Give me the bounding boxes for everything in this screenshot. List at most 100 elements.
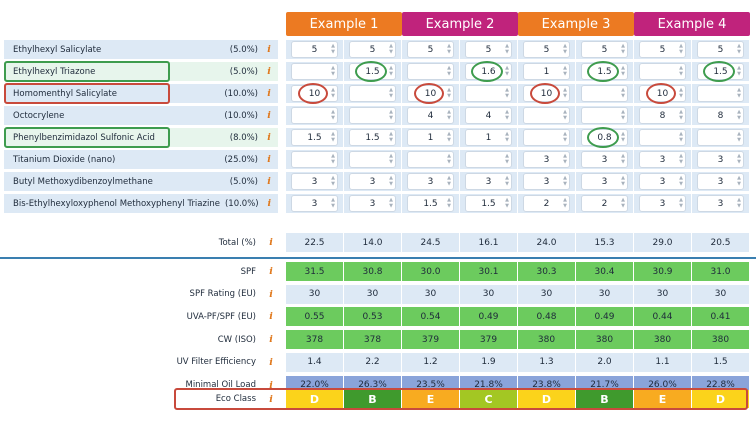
info-icon[interactable]: i xyxy=(267,176,271,187)
stepper-arrows-icon[interactable]: ▲ ▼ xyxy=(447,175,451,187)
concentration-input[interactable]: 8 ▲ ▼ xyxy=(639,107,686,124)
info-icon[interactable]: i xyxy=(269,379,273,391)
info-icon[interactable]: i xyxy=(269,393,273,405)
concentration-input[interactable]: ▲ ▼ xyxy=(349,151,396,168)
stepper-arrows-icon[interactable]: ▲ ▼ xyxy=(563,109,567,121)
stepper-arrows-icon[interactable]: ▲ ▼ xyxy=(331,131,335,143)
stepper-arrows-icon[interactable]: ▲ ▼ xyxy=(505,175,509,187)
stepper-arrows-icon[interactable]: ▲ ▼ xyxy=(621,131,625,143)
concentration-input[interactable]: 1 ▲ ▼ xyxy=(465,129,512,146)
concentration-input[interactable]: 4 ▲ ▼ xyxy=(407,107,454,124)
stepper-arrows-icon[interactable]: ▲ ▼ xyxy=(563,197,567,209)
concentration-input[interactable]: 2 ▲ ▼ xyxy=(581,195,628,212)
concentration-input[interactable]: 5 ▲ ▼ xyxy=(465,41,512,58)
stepper-arrows-icon[interactable]: ▲ ▼ xyxy=(563,87,567,99)
stepper-arrows-icon[interactable]: ▲ ▼ xyxy=(389,175,393,187)
concentration-input[interactable]: 5 ▲ ▼ xyxy=(581,41,628,58)
stepper-arrows-icon[interactable]: ▲ ▼ xyxy=(331,175,335,187)
concentration-input[interactable]: 5 ▲ ▼ xyxy=(407,41,454,58)
stepper-arrows-icon[interactable]: ▲ ▼ xyxy=(737,153,741,165)
concentration-input[interactable]: 5 ▲ ▼ xyxy=(291,41,338,58)
stepper-arrows-icon[interactable]: ▲ ▼ xyxy=(679,109,683,121)
concentration-input[interactable]: 3 ▲ ▼ xyxy=(523,173,570,190)
stepper-arrows-icon[interactable]: ▲ ▼ xyxy=(447,131,451,143)
stepper-arrows-icon[interactable]: ▲ ▼ xyxy=(679,43,683,55)
stepper-arrows-icon[interactable]: ▲ ▼ xyxy=(679,87,683,99)
concentration-input[interactable]: 3 ▲ ▼ xyxy=(581,173,628,190)
concentration-input[interactable]: ▲ ▼ xyxy=(291,63,338,80)
stepper-arrows-icon[interactable]: ▲ ▼ xyxy=(389,197,393,209)
stepper-arrows-icon[interactable]: ▲ ▼ xyxy=(563,43,567,55)
concentration-input[interactable]: 5 ▲ ▼ xyxy=(639,41,686,58)
concentration-input[interactable]: ▲ ▼ xyxy=(465,151,512,168)
concentration-input[interactable]: ▲ ▼ xyxy=(349,107,396,124)
stepper-arrows-icon[interactable]: ▲ ▼ xyxy=(447,43,451,55)
info-icon[interactable]: i xyxy=(267,110,271,121)
info-icon[interactable]: i xyxy=(267,198,272,209)
stepper-arrows-icon[interactable]: ▲ ▼ xyxy=(621,109,625,121)
stepper-arrows-icon[interactable]: ▲ ▼ xyxy=(331,43,335,55)
stepper-arrows-icon[interactable]: ▲ ▼ xyxy=(621,197,625,209)
info-icon[interactable]: i xyxy=(269,334,273,346)
concentration-input[interactable]: 3 ▲ ▼ xyxy=(697,151,744,168)
concentration-input[interactable]: 1 ▲ ▼ xyxy=(407,129,454,146)
concentration-input[interactable]: ▲ ▼ xyxy=(407,151,454,168)
stepper-arrows-icon[interactable]: ▲ ▼ xyxy=(621,175,625,187)
concentration-input[interactable]: 3 ▲ ▼ xyxy=(581,151,628,168)
concentration-input[interactable]: ▲ ▼ xyxy=(581,107,628,124)
stepper-arrows-icon[interactable]: ▲ ▼ xyxy=(621,65,625,77)
concentration-input[interactable]: 3 ▲ ▼ xyxy=(349,173,396,190)
stepper-arrows-icon[interactable]: ▲ ▼ xyxy=(563,175,567,187)
stepper-arrows-icon[interactable]: ▲ ▼ xyxy=(679,153,683,165)
concentration-input[interactable]: 3 ▲ ▼ xyxy=(407,173,454,190)
stepper-arrows-icon[interactable]: ▲ ▼ xyxy=(389,131,393,143)
stepper-arrows-icon[interactable]: ▲ ▼ xyxy=(389,153,393,165)
info-icon[interactable]: i xyxy=(267,66,271,77)
stepper-arrows-icon[interactable]: ▲ ▼ xyxy=(389,87,393,99)
concentration-input[interactable]: 3 ▲ ▼ xyxy=(639,151,686,168)
concentration-input[interactable]: ▲ ▼ xyxy=(697,85,744,102)
concentration-input[interactable]: 3 ▲ ▼ xyxy=(291,195,338,212)
concentration-input[interactable]: 3 ▲ ▼ xyxy=(349,195,396,212)
concentration-input[interactable]: 3 ▲ ▼ xyxy=(639,173,686,190)
concentration-input[interactable]: ▲ ▼ xyxy=(523,129,570,146)
info-icon[interactable]: i xyxy=(269,356,273,368)
concentration-input[interactable]: 3 ▲ ▼ xyxy=(465,173,512,190)
stepper-arrows-icon[interactable]: ▲ ▼ xyxy=(505,131,509,143)
stepper-arrows-icon[interactable]: ▲ ▼ xyxy=(505,43,509,55)
stepper-arrows-icon[interactable]: ▲ ▼ xyxy=(447,153,451,165)
stepper-arrows-icon[interactable]: ▲ ▼ xyxy=(737,197,741,209)
stepper-arrows-icon[interactable]: ▲ ▼ xyxy=(389,109,393,121)
stepper-arrows-icon[interactable]: ▲ ▼ xyxy=(621,87,625,99)
concentration-input[interactable]: 3 ▲ ▼ xyxy=(523,151,570,168)
info-icon[interactable]: i xyxy=(269,311,273,323)
stepper-arrows-icon[interactable]: ▲ ▼ xyxy=(447,109,451,121)
concentration-input[interactable]: ▲ ▼ xyxy=(291,151,338,168)
concentration-input[interactable]: ▲ ▼ xyxy=(523,107,570,124)
info-icon[interactable]: i xyxy=(267,44,271,55)
concentration-input[interactable]: 1.5 ▲ ▼ xyxy=(291,129,338,146)
stepper-arrows-icon[interactable]: ▲ ▼ xyxy=(621,153,625,165)
stepper-arrows-icon[interactable]: ▲ ▼ xyxy=(679,65,683,77)
concentration-input[interactable]: 1.5 ▲ ▼ xyxy=(465,195,512,212)
concentration-input[interactable]: 5 ▲ ▼ xyxy=(697,41,744,58)
stepper-arrows-icon[interactable]: ▲ ▼ xyxy=(389,43,393,55)
concentration-input[interactable]: 1 ▲ ▼ xyxy=(523,63,570,80)
stepper-arrows-icon[interactable]: ▲ ▼ xyxy=(679,197,683,209)
info-icon[interactable]: i xyxy=(269,237,273,248)
info-icon[interactable]: i xyxy=(267,132,271,143)
info-icon[interactable]: i xyxy=(267,154,271,165)
concentration-input[interactable]: 1.5 ▲ ▼ xyxy=(407,195,454,212)
concentration-input[interactable]: 8 ▲ ▼ xyxy=(697,107,744,124)
concentration-input[interactable]: 2 ▲ ▼ xyxy=(523,195,570,212)
stepper-arrows-icon[interactable]: ▲ ▼ xyxy=(505,109,509,121)
stepper-arrows-icon[interactable]: ▲ ▼ xyxy=(331,87,335,99)
stepper-arrows-icon[interactable]: ▲ ▼ xyxy=(621,43,625,55)
stepper-arrows-icon[interactable]: ▲ ▼ xyxy=(389,65,393,77)
stepper-arrows-icon[interactable]: ▲ ▼ xyxy=(447,87,451,99)
concentration-input[interactable]: ▲ ▼ xyxy=(291,107,338,124)
info-icon[interactable]: i xyxy=(269,288,273,300)
stepper-arrows-icon[interactable]: ▲ ▼ xyxy=(331,65,335,77)
stepper-arrows-icon[interactable]: ▲ ▼ xyxy=(563,153,567,165)
concentration-input[interactable]: 3 ▲ ▼ xyxy=(697,195,744,212)
